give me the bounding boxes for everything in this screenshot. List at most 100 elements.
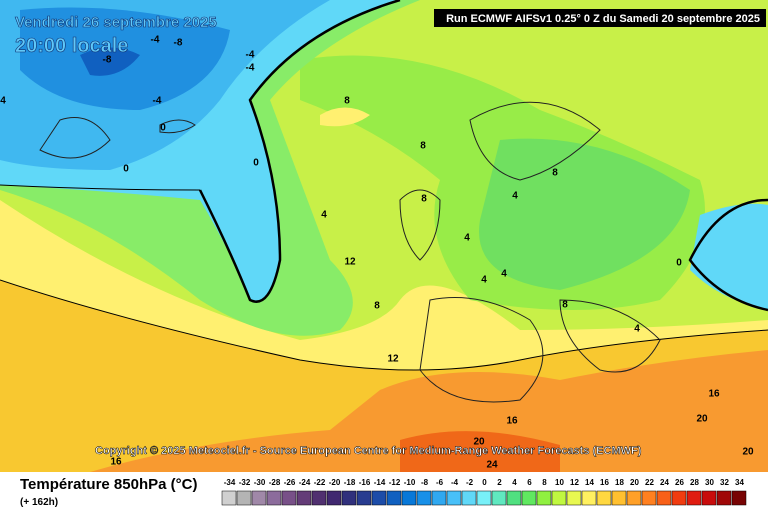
legend-label: 32 xyxy=(720,478,729,487)
legend-label: -16 xyxy=(359,478,371,487)
legend-swatch xyxy=(596,490,612,506)
contour-label: 0 xyxy=(160,123,166,134)
map: -8 -4 -8 -4 -4 -4 0 0 0 4 8 8 8 4 8 4 4 4 12 8 8 4 0 12 16 16 20 20… xyxy=(0,0,768,472)
contour-label: 8 xyxy=(552,168,558,179)
legend-swatch xyxy=(251,490,267,506)
contour-label: 8 xyxy=(562,300,568,311)
legend-label: -2 xyxy=(466,478,474,487)
legend-swatch xyxy=(431,490,447,506)
legend-swatch xyxy=(581,490,597,506)
zero-contour-east xyxy=(688,198,768,312)
legend-label: 6 xyxy=(527,478,532,487)
contour-label: 0 xyxy=(676,258,682,269)
footer-lead: (+ 162h) xyxy=(20,497,58,508)
region-minus8 xyxy=(80,47,140,76)
legend-label: 30 xyxy=(705,478,714,487)
zero-contour xyxy=(198,0,401,303)
legend-swatch xyxy=(716,490,732,506)
contour-label: 16 xyxy=(506,416,518,427)
legend-label: -26 xyxy=(284,478,296,487)
legend-swatch xyxy=(446,490,462,506)
contour-label: 12 xyxy=(344,257,356,268)
legend-label: 10 xyxy=(555,478,564,487)
legend-swatch xyxy=(521,490,537,506)
legend-label: -18 xyxy=(344,478,356,487)
legend-swatch xyxy=(701,490,717,506)
legend-label: -28 xyxy=(269,478,281,487)
hot-region xyxy=(400,431,560,472)
legend-label: 20 xyxy=(630,478,639,487)
legend-swatch xyxy=(566,490,582,506)
contour xyxy=(0,184,201,191)
contour-label: 20 xyxy=(742,447,754,458)
legend-label: 0 xyxy=(482,478,487,487)
legend-swatch xyxy=(551,490,567,506)
legend-label: -20 xyxy=(329,478,341,487)
contour-label: 0 xyxy=(253,158,259,169)
contour-label: 0 xyxy=(123,164,129,175)
copyright: Copyright © 2025 Meteociel.fr - Source E… xyxy=(95,445,642,457)
legend-swatch xyxy=(461,490,477,506)
legend-swatch xyxy=(416,490,432,506)
contour-label: 8 xyxy=(420,141,426,152)
contour-label: 4 xyxy=(321,210,327,221)
legend-swatch xyxy=(491,490,507,506)
legend-swatch xyxy=(296,490,312,506)
contour-label: 24 xyxy=(486,460,498,471)
legend-swatch xyxy=(536,490,552,506)
contour-label: -8 xyxy=(103,55,112,66)
legend-label: 4 xyxy=(512,478,517,487)
contour-label: 4 xyxy=(464,233,470,244)
legend-swatch xyxy=(611,490,627,506)
contour-label: 8 xyxy=(421,194,427,205)
legend-label: 24 xyxy=(660,478,669,487)
legend-swatch xyxy=(371,490,387,506)
legend-swatch xyxy=(641,490,657,506)
legend-label: 28 xyxy=(690,478,699,487)
legend-label: -8 xyxy=(421,478,429,487)
legend-swatch xyxy=(386,490,402,506)
coastline xyxy=(39,117,196,159)
contour-label: 16 xyxy=(110,457,122,468)
contour-label: -4 xyxy=(246,50,255,61)
legend-swatch xyxy=(656,490,672,506)
coastline xyxy=(399,101,661,403)
forecast-time: 20:00 locale xyxy=(15,35,128,57)
contour-label: -4 xyxy=(151,35,160,46)
legend-swatch xyxy=(401,490,417,506)
legend-label: -32 xyxy=(239,478,251,487)
legend-swatch xyxy=(326,490,342,506)
legend-label: -10 xyxy=(404,478,416,487)
run-info: Run ECMWF AIFSv1 0.25° 0 Z du Samedi 20 … xyxy=(446,13,760,25)
contour-label: 4 xyxy=(512,191,518,202)
legend-swatch xyxy=(626,490,642,506)
legend-label: 16 xyxy=(600,478,609,487)
legend: -34 -32 -30 -28 -26 -24 -22 -20 -18 -16 -14 -12 -10-… xyxy=(221,478,747,506)
legend-swatch xyxy=(671,490,687,506)
contour-label: -4 xyxy=(153,96,162,107)
contour-label: 12 xyxy=(387,354,399,365)
legend-label: -12 xyxy=(389,478,401,487)
legend-swatch xyxy=(221,490,237,506)
contour-label: 16 xyxy=(708,389,720,400)
legend-label: -22 xyxy=(314,478,326,487)
legend-label: 22 xyxy=(645,478,654,487)
legend-label: -4 xyxy=(451,478,459,487)
iceland-warm xyxy=(320,107,370,127)
contour-labels: -8 -4 -8 -4 -4 -4 0 0 0 4 8 8 8 4 8 4 4 4 12 8 8 4 0 12 16 16 20 20… xyxy=(0,35,754,471)
legend-label: 12 xyxy=(570,478,579,487)
contour-label: 4 xyxy=(634,324,640,335)
legend-swatch xyxy=(686,490,702,506)
legend-swatch xyxy=(266,490,282,506)
contour-label: 8 xyxy=(374,301,380,312)
contour-label: 8 xyxy=(344,96,350,107)
legend-label: 2 xyxy=(497,478,502,487)
legend-label: 34 xyxy=(735,478,744,487)
forecast-date: Vendredi 26 septembre 2025 xyxy=(15,14,217,31)
legend-label: 14 xyxy=(585,478,594,487)
legend-label: 8 xyxy=(542,478,547,487)
legend-label: 26 xyxy=(675,478,684,487)
run-box xyxy=(434,9,766,27)
legend-label: -30 xyxy=(254,478,266,487)
